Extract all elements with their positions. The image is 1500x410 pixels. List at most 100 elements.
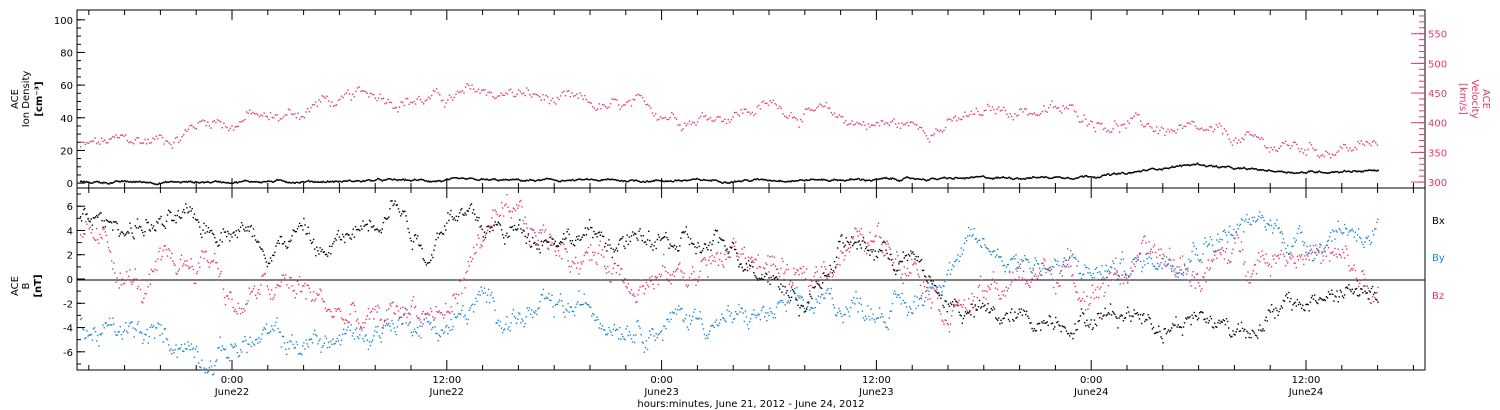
bz-point [441, 314, 444, 316]
density-point [477, 179, 479, 181]
velocity-point [970, 110, 973, 112]
density-point [1031, 177, 1033, 179]
by-point [185, 348, 187, 350]
bz-point [1279, 253, 1281, 256]
bz-point [452, 294, 454, 297]
velocity-point [1350, 150, 1353, 152]
velocity-point [907, 125, 910, 127]
density-point [230, 182, 232, 184]
velocity-point [672, 113, 675, 115]
x-tick-date-label: June24 [1288, 387, 1324, 398]
by-point [223, 349, 226, 351]
density-point [726, 181, 728, 184]
density-point [1304, 172, 1306, 174]
bz-point [996, 282, 998, 284]
by-point [370, 341, 373, 343]
density-point [706, 179, 708, 181]
by-point [1131, 270, 1133, 272]
density-point [797, 180, 799, 182]
velocity-point [323, 96, 325, 98]
by-point [443, 331, 446, 333]
by-point [148, 335, 150, 338]
by-point [803, 307, 806, 310]
density-point [897, 179, 900, 182]
bz-point [326, 309, 329, 311]
by-point [1374, 228, 1376, 230]
bz-point [1014, 278, 1016, 280]
bz-point [1103, 295, 1105, 297]
by-point [377, 325, 379, 328]
velocity-point [224, 125, 227, 128]
bz-point [1157, 262, 1159, 265]
density-point [881, 178, 884, 180]
density-point [450, 177, 452, 180]
bz-point [1342, 251, 1345, 254]
bz-point [205, 250, 207, 252]
velocity-point [1069, 104, 1071, 106]
velocity-point [835, 116, 837, 118]
by-point [659, 331, 662, 333]
density-point [1070, 178, 1072, 180]
bz-point [1333, 254, 1335, 257]
by-point [1026, 259, 1028, 261]
by-point [1362, 243, 1364, 246]
bz-point [1189, 281, 1191, 283]
density-point [210, 182, 212, 184]
by-point [1144, 264, 1146, 266]
by-point [426, 321, 429, 323]
bz-point [166, 255, 169, 257]
velocity-point [1199, 128, 1201, 130]
bz-point [707, 276, 709, 278]
density-point [892, 177, 894, 180]
density-point [662, 180, 664, 182]
bz-point [800, 268, 802, 270]
velocity-point [1044, 110, 1047, 112]
velocity-point [1196, 127, 1198, 129]
velocity-point [493, 97, 496, 100]
bz-point [613, 262, 615, 265]
velocity-point [421, 101, 423, 103]
density-point [945, 177, 947, 179]
density-label-line-3: [cm⁻³] [34, 81, 45, 116]
velocity-point [709, 116, 712, 119]
density-point [1017, 178, 1020, 180]
density-point [243, 180, 245, 182]
by-point [141, 332, 143, 334]
by-point [196, 351, 199, 353]
bz-point [694, 278, 696, 280]
density-point [1162, 167, 1165, 170]
bz-point [1175, 275, 1177, 278]
bz-point [627, 283, 629, 285]
bz-point [1219, 252, 1221, 254]
density-tick-label: 0 [67, 179, 73, 190]
bz-point [1337, 248, 1339, 250]
by-point [1202, 253, 1204, 255]
velocity-point [853, 124, 855, 126]
by-point [1199, 260, 1201, 262]
by-point [489, 302, 491, 304]
velocity-point [751, 111, 753, 114]
bz-point [1099, 288, 1101, 290]
density-point [470, 177, 472, 179]
density-point [273, 181, 275, 183]
bz-point [1254, 263, 1257, 266]
density-point [96, 180, 99, 182]
velocity-point [529, 94, 531, 96]
velocity-point [424, 100, 426, 102]
density-point [1183, 164, 1185, 166]
density-point [1182, 164, 1184, 166]
density-point [672, 181, 674, 183]
density-point [1376, 169, 1379, 172]
density-point [244, 179, 246, 181]
density-point [1342, 170, 1345, 172]
density-point [1143, 169, 1145, 171]
density-point [162, 182, 164, 184]
density-point [171, 181, 173, 183]
bz-point [820, 266, 823, 268]
density-point [1099, 176, 1101, 179]
density-point [527, 179, 529, 182]
by-point [293, 347, 295, 349]
density-point [491, 178, 493, 180]
by-point [1238, 225, 1241, 227]
density-point [396, 180, 399, 182]
